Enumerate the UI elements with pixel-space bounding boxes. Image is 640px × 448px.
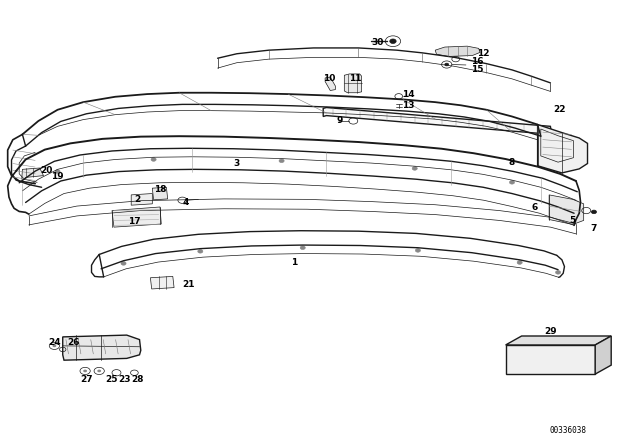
Polygon shape bbox=[152, 187, 168, 200]
Polygon shape bbox=[344, 74, 362, 93]
Circle shape bbox=[591, 210, 596, 214]
Polygon shape bbox=[63, 335, 141, 360]
Circle shape bbox=[151, 158, 156, 161]
Circle shape bbox=[517, 261, 522, 264]
Text: 5: 5 bbox=[570, 216, 576, 225]
Polygon shape bbox=[150, 276, 174, 289]
Text: 6: 6 bbox=[531, 203, 538, 212]
Circle shape bbox=[198, 250, 203, 253]
Text: 1: 1 bbox=[291, 258, 298, 267]
Text: 27: 27 bbox=[80, 375, 93, 384]
Polygon shape bbox=[506, 345, 595, 374]
Text: 17: 17 bbox=[128, 217, 141, 226]
Text: 30: 30 bbox=[371, 38, 384, 47]
Circle shape bbox=[279, 159, 284, 163]
Text: 9: 9 bbox=[336, 116, 342, 125]
Text: 00336038: 00336038 bbox=[549, 426, 586, 435]
Text: 7: 7 bbox=[591, 224, 597, 233]
Text: 10: 10 bbox=[323, 74, 336, 83]
Text: 25: 25 bbox=[106, 375, 118, 384]
Text: 18: 18 bbox=[154, 185, 166, 194]
Polygon shape bbox=[538, 125, 588, 173]
Circle shape bbox=[509, 181, 515, 184]
Circle shape bbox=[556, 271, 561, 274]
Text: 29: 29 bbox=[544, 327, 557, 336]
Text: 23: 23 bbox=[118, 375, 131, 384]
Circle shape bbox=[445, 63, 449, 66]
Polygon shape bbox=[323, 108, 552, 134]
Text: 14: 14 bbox=[402, 90, 415, 99]
Text: 16: 16 bbox=[470, 57, 483, 66]
Text: 3: 3 bbox=[234, 159, 240, 168]
Polygon shape bbox=[506, 336, 611, 345]
Circle shape bbox=[300, 246, 305, 250]
Circle shape bbox=[55, 170, 60, 173]
Polygon shape bbox=[595, 336, 611, 374]
Polygon shape bbox=[549, 195, 584, 224]
Text: 20: 20 bbox=[40, 166, 52, 175]
Circle shape bbox=[97, 370, 101, 372]
Text: 13: 13 bbox=[402, 101, 415, 110]
Text: 4: 4 bbox=[182, 198, 189, 207]
Circle shape bbox=[573, 201, 579, 204]
Text: 2: 2 bbox=[134, 195, 141, 204]
Circle shape bbox=[412, 167, 417, 170]
Text: 22: 22 bbox=[554, 105, 566, 114]
Circle shape bbox=[415, 249, 420, 252]
Text: 15: 15 bbox=[470, 65, 483, 74]
Circle shape bbox=[83, 370, 87, 372]
Text: 24: 24 bbox=[48, 338, 61, 347]
Circle shape bbox=[52, 345, 56, 347]
Polygon shape bbox=[131, 194, 152, 205]
Text: 8: 8 bbox=[509, 158, 515, 167]
Circle shape bbox=[390, 39, 396, 43]
Text: 11: 11 bbox=[349, 74, 362, 83]
Polygon shape bbox=[435, 46, 480, 56]
Polygon shape bbox=[112, 207, 161, 227]
Text: 26: 26 bbox=[67, 338, 80, 347]
Text: 12: 12 bbox=[477, 49, 490, 58]
Text: 28: 28 bbox=[131, 375, 144, 384]
Text: 19: 19 bbox=[51, 172, 64, 181]
Polygon shape bbox=[22, 168, 44, 179]
Polygon shape bbox=[325, 77, 335, 90]
Text: 21: 21 bbox=[182, 280, 195, 289]
Circle shape bbox=[121, 262, 126, 265]
